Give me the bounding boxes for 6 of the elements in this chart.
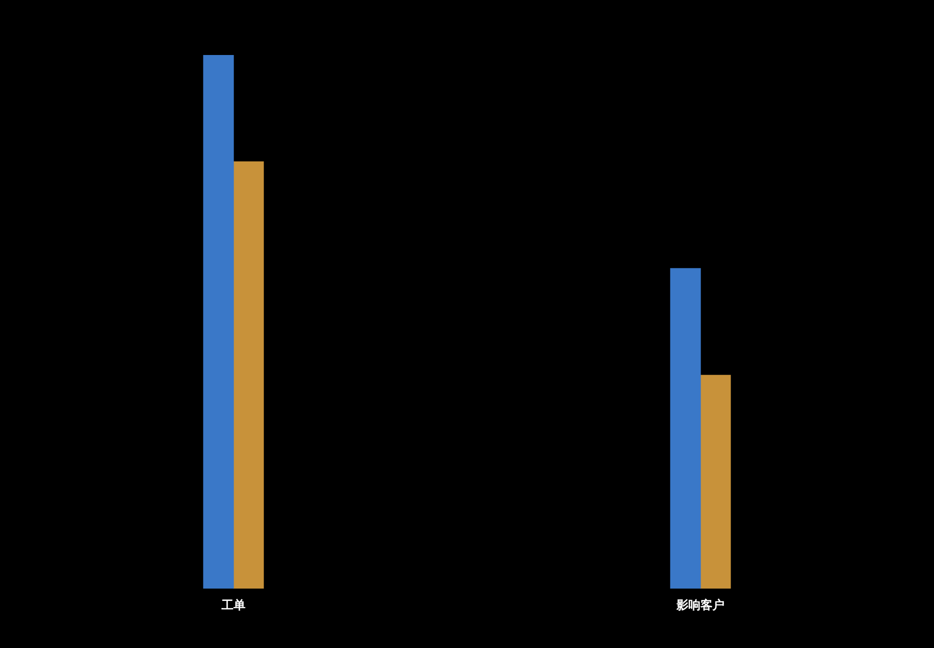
x-tick-label: 工单 [220,598,246,612]
bar [670,268,701,589]
bar [203,55,234,589]
x-tick-label: 影响客户 [676,598,724,612]
bar [233,161,264,589]
bar [700,374,731,589]
